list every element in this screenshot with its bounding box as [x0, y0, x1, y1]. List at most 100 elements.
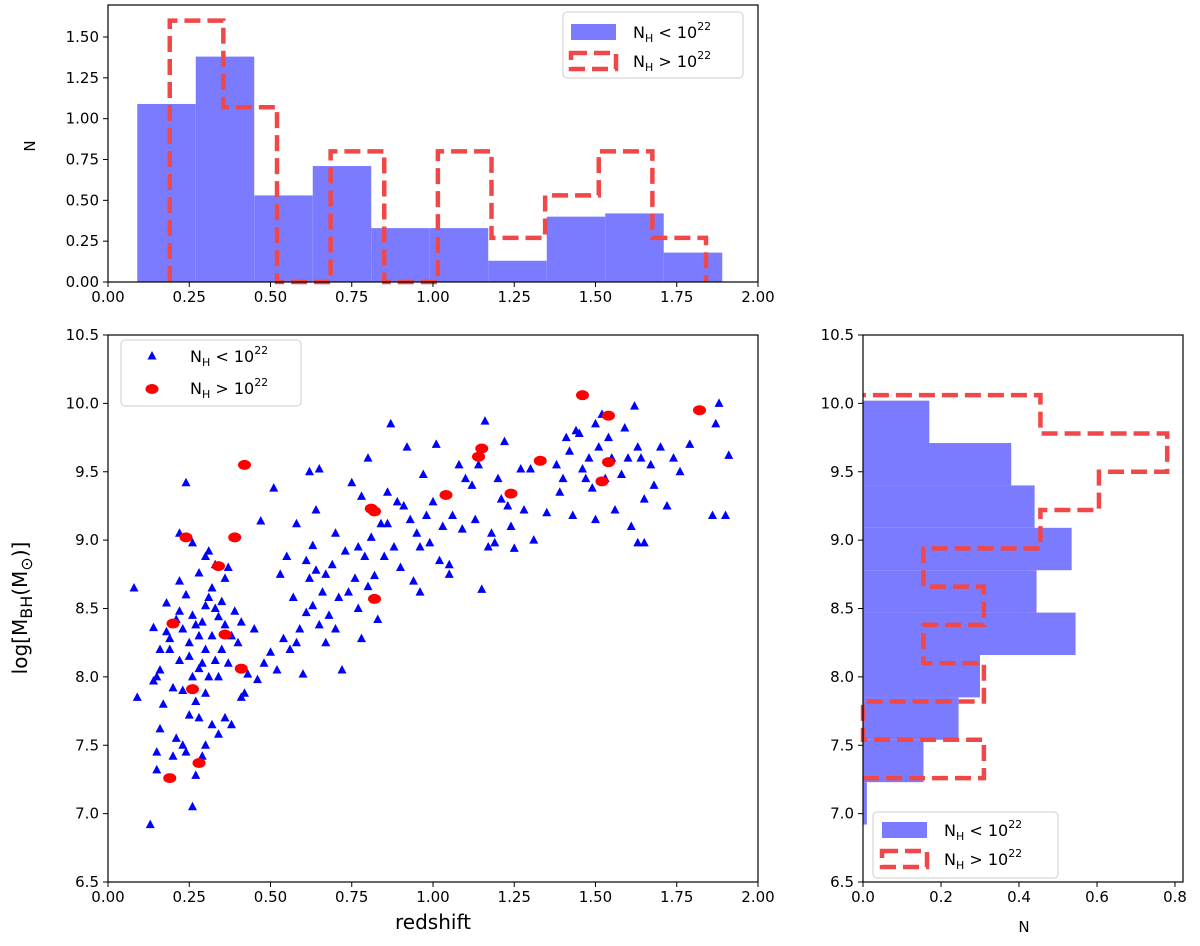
- scatter-point-triangle: [360, 551, 370, 561]
- scatter-point-triangle: [444, 569, 454, 578]
- scatter-point-circle: [602, 410, 615, 421]
- scatter-point-triangle: [662, 500, 672, 510]
- scatter-point-triangle: [311, 505, 321, 514]
- scatter-point-triangle: [269, 483, 279, 492]
- scatter-point-triangle: [529, 535, 539, 544]
- histogram-bar: [137, 103, 196, 282]
- scatter-point-triangle: [220, 573, 230, 582]
- scatter-point-triangle: [331, 528, 340, 537]
- scatter-point-triangle: [383, 487, 392, 496]
- x-tick-label: 0.6: [1085, 888, 1109, 906]
- scatter-point-triangle: [191, 696, 201, 705]
- scatter-point-triangle: [392, 496, 402, 506]
- histogram-bar: [371, 228, 430, 282]
- scatter-point-triangle: [201, 644, 210, 654]
- scatter-point-circle: [576, 390, 589, 401]
- scatter-point-triangle: [314, 464, 324, 473]
- scatter-point-triangle: [425, 537, 435, 547]
- x-tick-label: 1.25: [498, 288, 531, 306]
- scatter-point-triangle: [334, 592, 344, 602]
- x-tick-label: 2.00: [741, 288, 774, 306]
- scatter-point-triangle: [188, 801, 197, 811]
- y-tick-label: 7.0: [830, 805, 854, 823]
- scatter-point-triangle: [165, 633, 175, 643]
- y-tick-label: 1.50: [66, 28, 99, 46]
- scatter-point-triangle: [279, 633, 288, 643]
- scatter-point-circle: [595, 476, 609, 487]
- legend-label: NH < 1022: [190, 344, 268, 369]
- legend-marker-triangle: [147, 351, 157, 360]
- scatter-point-triangle: [685, 439, 695, 448]
- scatter-point-triangle: [243, 669, 253, 678]
- scatter-point-triangle: [175, 576, 184, 585]
- scatter-point-triangle: [454, 459, 464, 469]
- scatter-point-triangle: [340, 546, 350, 555]
- scatter-point-triangle: [321, 637, 331, 647]
- scatter-point-triangle: [184, 710, 194, 719]
- scatter-point-triangle: [646, 459, 656, 469]
- histogram-bar: [195, 56, 255, 282]
- scatter-point-triangle: [197, 658, 207, 667]
- scatter-point-triangle: [168, 751, 178, 760]
- scatter-point-triangle: [184, 651, 194, 660]
- scatter-point-triangle: [470, 514, 480, 524]
- scatter-point-triangle: [649, 480, 659, 489]
- scatter-point-triangle: [552, 459, 561, 469]
- scatter-point-triangle: [178, 740, 188, 749]
- top-histogram-panel: 0.00 0.25 0.50 0.75 1.00 1.25 1.50 1.75 2.00 0.00…: [21, 4, 775, 306]
- scatter-point-circle: [163, 773, 177, 784]
- scatter-point-triangle: [327, 559, 337, 569]
- scatter-point-triangle: [217, 596, 227, 606]
- scatter-point-triangle: [386, 418, 396, 428]
- y-tick-label: 7.5: [830, 736, 854, 754]
- scatter-point-triangle: [438, 521, 448, 530]
- scatter-point-triangle: [301, 555, 311, 565]
- scatter-point-triangle: [526, 464, 535, 473]
- y-tick-label: 10.0: [821, 394, 854, 412]
- scatter-point-triangle: [184, 637, 194, 647]
- scatter-point-triangle: [422, 510, 431, 520]
- scatter-point-triangle: [223, 562, 233, 571]
- scatter-point-triangle: [353, 603, 363, 612]
- scatter-point-triangle: [152, 671, 162, 681]
- scatter-point-triangle: [178, 685, 188, 695]
- scatter-point-triangle: [162, 626, 171, 636]
- scatter-point-triangle: [500, 436, 509, 446]
- scatter-point-triangle: [630, 401, 639, 410]
- x-tick-label: 2.00: [741, 888, 774, 906]
- scatter-point-circle: [228, 532, 242, 543]
- scatter-point-triangle: [591, 418, 600, 428]
- histogram-bar: [546, 216, 606, 282]
- scatter-point-circle: [472, 451, 485, 462]
- legend: NH < 1022 NH > 1022: [562, 11, 744, 79]
- y-tick-label: 9.0: [75, 531, 99, 549]
- scatter-point-triangle: [194, 712, 204, 722]
- scatter-point-triangle: [373, 614, 383, 623]
- scatter-point-triangle: [357, 491, 366, 500]
- histogram-bar: [863, 400, 930, 444]
- scatter-point-circle: [533, 455, 547, 466]
- scatter-point-circle: [368, 593, 381, 604]
- scatter-point-triangle: [565, 446, 574, 455]
- x-tick-label: 1.25: [498, 888, 531, 906]
- scatter-point-circle: [504, 488, 518, 499]
- y-axis-label: log[MBH(M⊙)]: [8, 542, 36, 675]
- scatter-point-triangle: [207, 582, 217, 592]
- scatter-point-triangle: [256, 515, 266, 525]
- scatter-point-triangle: [581, 473, 591, 483]
- scatter-point-triangle: [402, 442, 412, 451]
- scatter-point-triangle: [288, 592, 298, 602]
- scatter-point-triangle: [656, 442, 665, 451]
- scatter-point-triangle: [496, 494, 506, 503]
- scatter-point-triangle: [714, 398, 724, 407]
- x-tick-label: 0.75: [335, 888, 368, 906]
- scatter-point-triangle: [542, 507, 552, 517]
- histogram-bar: [863, 612, 1076, 655]
- scatter-point-triangle: [574, 428, 584, 437]
- y-tick-label: 9.5: [75, 463, 99, 481]
- scatter-point-triangle: [483, 541, 493, 551]
- scatter-point-triangle: [191, 619, 201, 629]
- scatter-point-triangle: [175, 655, 184, 664]
- scatter-point-circle: [368, 506, 381, 517]
